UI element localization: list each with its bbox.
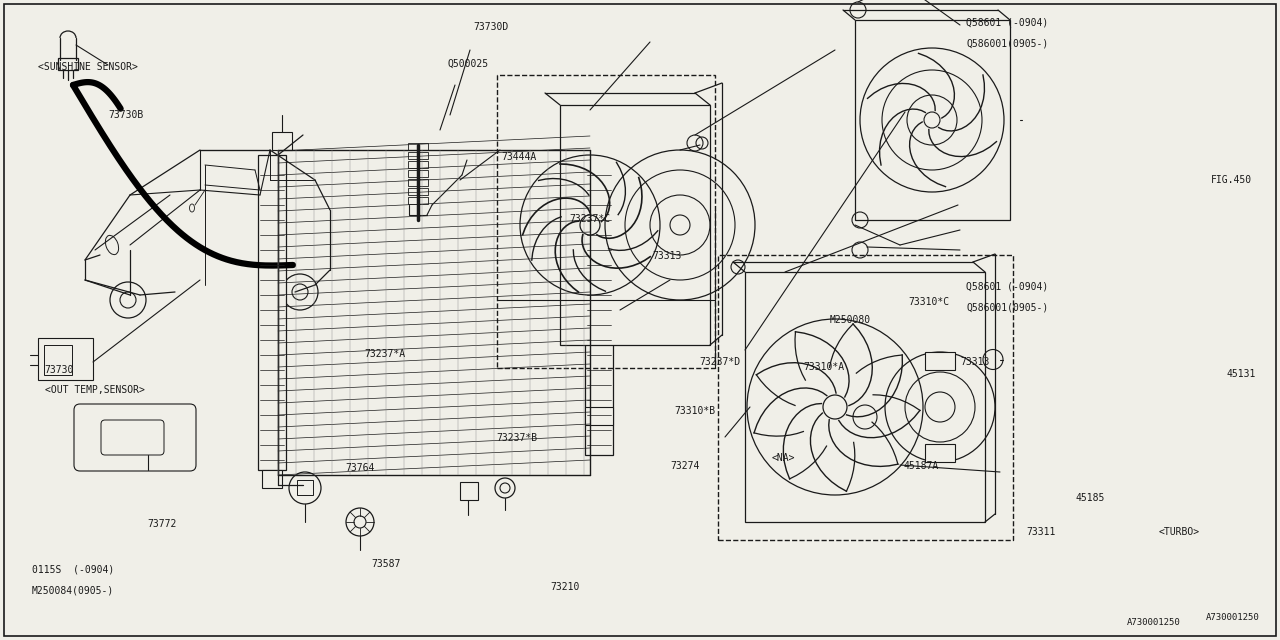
- Text: 73587: 73587: [371, 559, 401, 570]
- Text: 0115S  (-0904): 0115S (-0904): [32, 564, 114, 575]
- Text: 73444A: 73444A: [502, 152, 538, 162]
- FancyBboxPatch shape: [74, 404, 196, 471]
- Text: Q586001(0905-): Q586001(0905-): [966, 302, 1048, 312]
- Bar: [460, 482, 477, 500]
- Bar: [745, 272, 986, 522]
- Text: 45187A: 45187A: [904, 461, 940, 471]
- Text: Q500025: Q500025: [448, 59, 489, 69]
- Text: 73730B: 73730B: [109, 110, 145, 120]
- Text: 73730: 73730: [45, 365, 74, 375]
- Text: <OUT TEMP,SENSOR>: <OUT TEMP,SENSOR>: [45, 385, 145, 396]
- Bar: [925, 352, 955, 370]
- FancyBboxPatch shape: [101, 420, 164, 455]
- Bar: [58, 58, 78, 70]
- Text: 73311: 73311: [1027, 527, 1056, 538]
- Text: FIG.450: FIG.450: [1211, 175, 1252, 186]
- Text: 73313: 73313: [653, 251, 682, 261]
- Text: <TURBO>: <TURBO>: [1158, 527, 1199, 538]
- Bar: [44, 345, 72, 375]
- Text: 45131: 45131: [1226, 369, 1256, 380]
- Bar: [561, 105, 710, 345]
- Bar: [925, 444, 955, 462]
- Text: 73772: 73772: [147, 518, 177, 529]
- Bar: [497, 75, 716, 368]
- Text: <NA>: <NA>: [772, 452, 795, 463]
- Text: 73237*B: 73237*B: [497, 433, 538, 444]
- Bar: [408, 170, 428, 177]
- Text: M250084(0905-): M250084(0905-): [32, 585, 114, 595]
- Text: Q58601 (-0904): Q58601 (-0904): [966, 17, 1048, 28]
- Bar: [408, 143, 428, 150]
- Text: 73237*C: 73237*C: [570, 214, 611, 224]
- Text: 73237*A: 73237*A: [365, 349, 406, 359]
- Text: 45185: 45185: [1075, 493, 1105, 503]
- Bar: [38, 338, 93, 380]
- Text: A730001250: A730001250: [1126, 618, 1180, 627]
- Bar: [262, 470, 282, 488]
- Text: 73313: 73313: [960, 356, 989, 367]
- Text: 73730D: 73730D: [474, 22, 509, 32]
- Bar: [718, 255, 1012, 540]
- Text: 73210: 73210: [550, 582, 580, 592]
- Bar: [408, 188, 428, 195]
- Text: 73310*A: 73310*A: [804, 362, 845, 372]
- Bar: [855, 20, 1010, 220]
- Bar: [408, 197, 428, 204]
- Text: Q58601 (-0904): Q58601 (-0904): [966, 281, 1048, 291]
- Text: 73310*B: 73310*B: [675, 406, 716, 416]
- Text: A730001250: A730001250: [1206, 614, 1260, 623]
- Text: 73764: 73764: [346, 463, 375, 474]
- Bar: [408, 152, 428, 159]
- Bar: [585, 165, 613, 455]
- Text: M250080: M250080: [829, 315, 870, 325]
- Text: 73237*D: 73237*D: [699, 356, 740, 367]
- Bar: [259, 155, 285, 470]
- Text: Q586001(0905-): Q586001(0905-): [966, 38, 1048, 49]
- Bar: [273, 132, 292, 150]
- Bar: [297, 480, 314, 495]
- Bar: [585, 407, 613, 425]
- Text: 73274: 73274: [671, 461, 700, 471]
- Bar: [408, 179, 428, 186]
- Bar: [408, 161, 428, 168]
- Text: <SUNSHINE SENSOR>: <SUNSHINE SENSOR>: [38, 62, 138, 72]
- Text: 73310*C: 73310*C: [909, 297, 950, 307]
